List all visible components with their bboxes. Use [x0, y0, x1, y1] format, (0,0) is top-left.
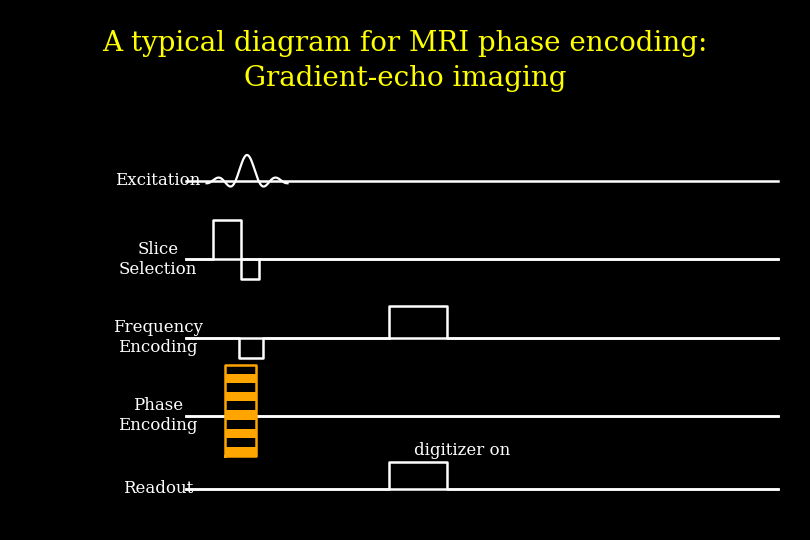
Bar: [225, 392, 256, 401]
Bar: [225, 429, 256, 438]
Text: A typical diagram for MRI phase encoding:: A typical diagram for MRI phase encoding…: [102, 30, 708, 57]
Text: Frequency
Encoding: Frequency Encoding: [113, 319, 203, 356]
Bar: [225, 438, 256, 447]
Text: digitizer on: digitizer on: [414, 442, 509, 460]
Text: Slice
Selection: Slice Selection: [119, 241, 197, 278]
Text: Excitation: Excitation: [115, 172, 201, 190]
Text: Phase
Encoding: Phase Encoding: [118, 397, 198, 434]
Bar: [225, 383, 256, 392]
Bar: [225, 410, 256, 420]
Bar: [225, 420, 256, 429]
Text: Readout: Readout: [123, 480, 193, 497]
Bar: [225, 447, 256, 456]
Bar: [225, 364, 256, 374]
Bar: [225, 401, 256, 410]
Text: Gradient-echo imaging: Gradient-echo imaging: [244, 65, 566, 92]
Bar: [225, 374, 256, 383]
